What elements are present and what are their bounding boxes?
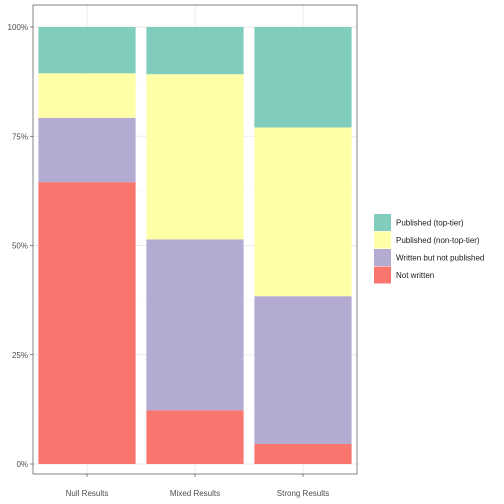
- bar-segment-published-non-top-tier: [146, 74, 244, 240]
- bar-segment-written-but-not-published: [38, 117, 136, 183]
- legend-key-not-written: [374, 266, 391, 284]
- x-axis: Null Results Mixed Results Strong Results: [66, 474, 329, 498]
- y-tick-label: 75%: [12, 132, 28, 141]
- y-tick-label: 50%: [12, 242, 28, 251]
- legend-label-not-written: Not written: [396, 271, 434, 280]
- legend-key-published-non-top-tier: [374, 231, 391, 249]
- x-tick-label: Null Results: [66, 489, 109, 498]
- bar-segment-not-written: [38, 182, 136, 464]
- bar-segment-published-top-tier: [38, 27, 136, 74]
- y-tick-label: 25%: [12, 351, 28, 360]
- bar-segment-published-non-top-tier: [38, 73, 136, 118]
- bar-segment-written-but-not-published: [254, 296, 352, 444]
- x-tick-label: Strong Results: [277, 489, 329, 498]
- legend-key-written-but-not-published: [374, 249, 391, 266]
- x-tick-label: Mixed Results: [170, 489, 220, 498]
- legend-label-published-non-top-tier: Published (non-top-tier): [396, 236, 480, 245]
- bar-segment-published-top-tier: [254, 27, 352, 128]
- y-axis: 0% 25% 50% 75% 100%: [8, 23, 33, 469]
- legend-key-published-top-tier: [374, 214, 391, 231]
- legend: Published (top-tier) Published (non-top-t…: [374, 214, 484, 284]
- legend-label-published-top-tier: Published (top-tier): [396, 219, 464, 228]
- y-tick-label: 100%: [8, 23, 28, 32]
- bar-segment-not-written: [254, 443, 352, 464]
- bar-segment-published-non-top-tier: [254, 127, 352, 297]
- bar-segment-published-top-tier: [146, 27, 244, 75]
- y-tick-label: 0%: [16, 460, 28, 469]
- bar-segment-not-written: [146, 410, 244, 464]
- bars-layer: [38, 27, 352, 464]
- legend-label-written-but-not-published: Written but not published: [396, 254, 484, 263]
- bar-segment-written-but-not-published: [146, 239, 244, 411]
